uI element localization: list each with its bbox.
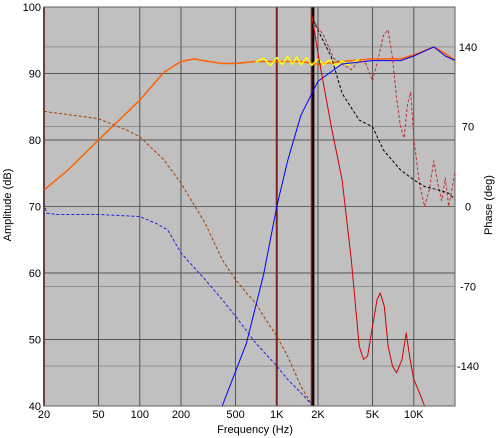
y-right-tick-label: 70 xyxy=(462,122,474,134)
y-right-tick-label: -140 xyxy=(457,361,479,373)
y-right-tick-labels: -140 -70 0 70 140 xyxy=(457,42,479,373)
series-line-5 xyxy=(311,13,426,407)
x-tick-label: 20 xyxy=(38,409,50,421)
y-left-tick-label: 100 xyxy=(23,2,41,14)
x-tick-label: 5K xyxy=(366,409,380,421)
y-right-axis-label: Phase (deg) xyxy=(483,175,495,235)
x-axis-label: Frequency (Hz) xyxy=(217,424,293,436)
y-left-tick-label: 60 xyxy=(29,268,41,280)
y-left-tick-label: 50 xyxy=(29,335,41,347)
y-right-tick-label: -70 xyxy=(460,281,476,293)
x-tick-label: 2K xyxy=(311,409,325,421)
y-left-axis-label: Amplitude (dB) xyxy=(2,169,14,242)
y-left-tick-label: 70 xyxy=(29,202,41,214)
plot-border xyxy=(43,6,456,407)
x-tick-label: 500 xyxy=(226,409,244,421)
series-line-4 xyxy=(43,203,313,406)
x-tick-label: 200 xyxy=(172,409,190,421)
y-right-tick-label: 0 xyxy=(465,202,471,214)
series-group xyxy=(43,13,456,407)
series-line-7 xyxy=(312,20,456,201)
series-line-2 xyxy=(43,110,313,405)
series-line-3 xyxy=(221,46,456,407)
y-left-tick-label: 90 xyxy=(29,69,41,81)
x-tick-label: 1K xyxy=(270,409,284,421)
x-tick-label: 50 xyxy=(92,409,104,421)
x-tick-label: 10K xyxy=(404,409,424,421)
y-left-tick-label: 80 xyxy=(29,135,41,147)
x-tick-labels: 20 50 100 200 500 1K 2K 5K 10K xyxy=(38,409,424,421)
x-tick-label: 100 xyxy=(131,409,149,421)
series-line-6 xyxy=(311,18,456,207)
y-right-tick-label: 140 xyxy=(459,42,477,54)
y-left-tick-labels: 40 50 60 70 80 90 100 xyxy=(23,2,41,413)
series-line-1 xyxy=(255,55,360,67)
y-left-tick-label: 40 xyxy=(29,401,41,413)
